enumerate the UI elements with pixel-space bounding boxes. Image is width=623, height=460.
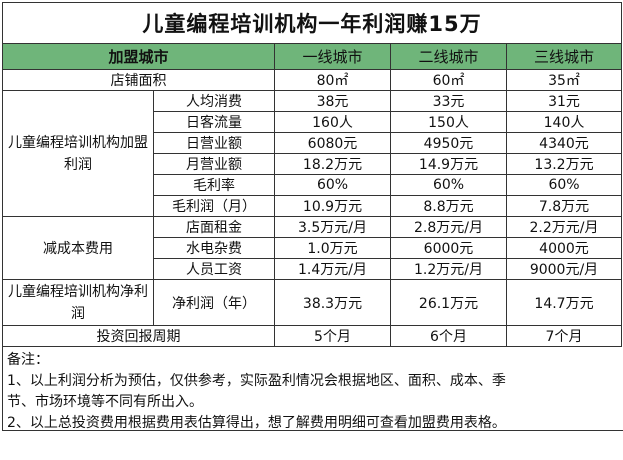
row-label: 水电杂费: [153, 237, 275, 259]
cell-tier2: 8.8万元: [390, 195, 507, 217]
payback-tier2: 6个月: [390, 325, 507, 347]
cost-group-label: 减成本费用: [2, 216, 154, 280]
row-label: 日客流量: [153, 111, 275, 133]
net-profit-row: 儿童编程培训机构净利润 净利润（年） 38.3万元 26.1万元 14.7万元: [2, 279, 622, 326]
store-area-row: 店铺面积 80㎡ 60㎡ 35㎡: [2, 69, 622, 91]
header-tier2: 二线城市: [390, 43, 507, 70]
cell-tier3: 2.2万元/月: [506, 216, 622, 238]
store-area-tier2: 60㎡: [390, 69, 507, 91]
payback-label: 投资回报周期: [2, 325, 275, 347]
cell-tier2: 60%: [390, 174, 507, 196]
cell-tier2: 1.2万元/月: [390, 258, 507, 280]
net-profit-group-label: 儿童编程培训机构净利润: [2, 279, 154, 326]
store-area-label: 店铺面积: [2, 69, 275, 91]
cell-tier1: 1.0万元: [274, 237, 391, 259]
table-row: 减成本费用 店面租金 3.5万元/月 2.8万元/月 2.2万元/月: [2, 216, 622, 280]
header-tier1: 一线城市: [274, 43, 391, 70]
cell-tier1: 160人: [274, 111, 391, 133]
payback-row: 投资回报周期 5个月 6个月 7个月: [2, 325, 622, 347]
profit-table: 儿童编程培训机构一年利润赚15万 加盟城市 一线城市 二线城市 三线城市 店铺面…: [2, 2, 622, 347]
profit-group-label: 儿童编程培训机构加盟利润: [2, 90, 154, 217]
cell-tier3: 9000元/月: [506, 258, 622, 280]
note-line-1b: 节、市场环境等不同有所出入。: [7, 394, 203, 410]
cell-tier1: 38元: [274, 90, 391, 112]
cell-tier3: 7.8万元: [506, 195, 622, 217]
cell-tier1: 60%: [274, 174, 391, 196]
cell-tier1: 18.2万元: [274, 153, 391, 175]
cell-tier3: 31元: [506, 90, 622, 112]
row-label: 毛利润（月）: [153, 195, 275, 217]
net-profit-tier1: 38.3万元: [274, 279, 391, 326]
row-label: 月营业额: [153, 153, 275, 175]
cell-tier3: 140人: [506, 111, 622, 133]
header-row: 加盟城市 一线城市 二线城市 三线城市: [2, 43, 622, 70]
table-row: 儿童编程培训机构加盟利润 人均消费 38元 33元 31元: [2, 90, 622, 217]
cell-tier3: 4000元: [506, 237, 622, 259]
note-line-2: 2、以上总投资费用根据费用表估算得出，想了解费用明细可查看加盟费用表格。: [7, 415, 506, 431]
cell-tier2: 6000元: [390, 237, 507, 259]
cell-tier1: 1.4万元/月: [274, 258, 391, 280]
store-area-tier3: 35㎡: [506, 69, 622, 91]
row-label: 店面租金: [153, 216, 275, 238]
cell-tier3: 60%: [506, 174, 622, 196]
cell-tier1: 6080元: [274, 132, 391, 154]
net-profit-tier3: 14.7万元: [506, 279, 622, 326]
net-profit-tier2: 26.1万元: [390, 279, 507, 326]
row-label: 人员工资: [153, 258, 275, 280]
row-label: 毛利率: [153, 174, 275, 196]
cell-tier1: 10.9万元: [274, 195, 391, 217]
note-line-1a: 1、以上利润分析为预估，仅供参考，实际盈利情况会根据地区、面积、成本、季: [7, 373, 506, 389]
notes-section: 备注： 1、以上利润分析为预估，仅供参考，实际盈利情况会根据地区、面积、成本、季…: [2, 347, 623, 431]
header-tier3: 三线城市: [506, 43, 622, 70]
cell-tier2: 4950元: [390, 132, 507, 154]
cell-tier2: 2.8万元/月: [390, 216, 507, 238]
notes-heading: 备注：: [7, 352, 49, 368]
store-area-tier1: 80㎡: [274, 69, 391, 91]
cell-tier1: 3.5万元/月: [274, 216, 391, 238]
table-row: 水电杂费 1.0万元 6000元 4000元: [3, 237, 622, 259]
net-profit-label: 净利润（年）: [153, 279, 275, 326]
cell-tier3: 4340元: [506, 132, 622, 154]
table-row: 毛利率 60% 60% 60%: [3, 174, 622, 196]
row-label: 人均消费: [153, 90, 275, 112]
table-row: 毛利润（月） 10.9万元 8.8万元 7.8万元: [3, 195, 622, 217]
table-title: 儿童编程培训机构一年利润赚15万: [2, 2, 622, 44]
cell-tier2: 14.9万元: [390, 153, 507, 175]
row-label: 日营业额: [153, 132, 275, 154]
cell-tier2: 150人: [390, 111, 507, 133]
payback-tier3: 7个月: [506, 325, 622, 347]
payback-tier1: 5个月: [274, 325, 391, 347]
header-city: 加盟城市: [2, 43, 275, 70]
cell-tier3: 13.2万元: [506, 153, 622, 175]
cell-tier2: 33元: [390, 90, 507, 112]
table-row: 月营业额 18.2万元 14.9万元 13.2万元: [3, 153, 622, 175]
table-row: 人员工资 1.4万元/月 1.2万元/月 9000元/月: [3, 258, 622, 280]
